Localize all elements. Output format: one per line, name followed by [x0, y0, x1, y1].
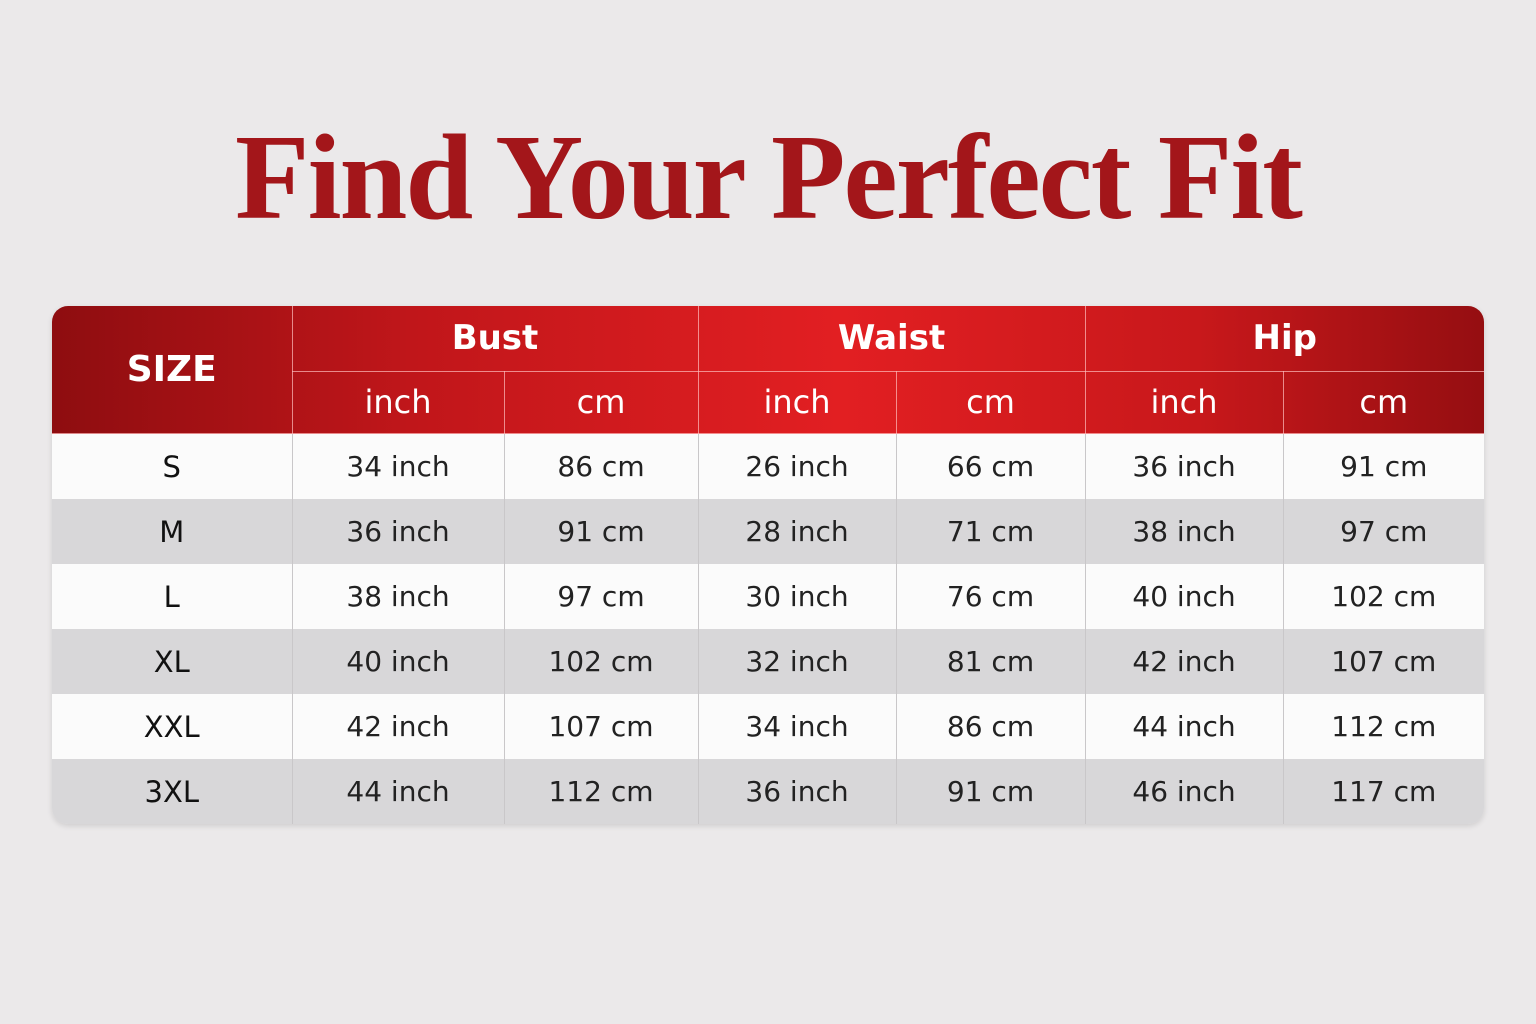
measurement-cell: 97 cm: [1282, 499, 1484, 564]
measurement-cell: 40 inch: [291, 629, 505, 694]
size-column-header: SIZE: [52, 306, 293, 434]
size-table: SIZE Bust Waist Hip inch cm inch cm inch…: [52, 306, 1484, 824]
size-chart: SIZE Bust Waist Hip inch cm inch cm inch…: [52, 306, 1484, 824]
table-body: S 34 inch 86 cm 26 inch 66 cm 36 inch 91 cm M 36…: [52, 433, 1484, 824]
table-row: M 36 inch 91 cm 28 inch 71 cm 38 inch 97 cm: [52, 499, 1484, 564]
measurement-cell: 30 inch: [697, 564, 897, 629]
page-title: Find Your Perfect Fit: [235, 110, 1303, 245]
measurement-cell: 107 cm: [1282, 629, 1484, 694]
table-row: S 34 inch 86 cm 26 inch 66 cm 36 inch 91 cm: [52, 433, 1484, 499]
bust-header: Bust: [291, 306, 699, 372]
measurement-cell: 44 inch: [1084, 694, 1284, 759]
size-cell: XL: [52, 629, 293, 694]
measurement-cell: 38 inch: [1084, 499, 1284, 564]
measurement-cell: 40 inch: [1084, 564, 1284, 629]
waist-header: Waist: [697, 306, 1086, 372]
size-cell: M: [52, 499, 293, 564]
size-cell: 3XL: [52, 759, 293, 824]
measurement-cell: 81 cm: [895, 629, 1086, 694]
size-cell: L: [52, 564, 293, 629]
table-row: XXL 42 inch 107 cm 34 inch 86 cm 44 inch 112 c…: [52, 694, 1484, 759]
measurement-cell: 102 cm: [1282, 564, 1484, 629]
measurement-cell: 86 cm: [503, 433, 699, 499]
unit-header: inch: [291, 370, 505, 434]
unit-header: cm: [895, 370, 1086, 434]
table-header: SIZE Bust Waist Hip inch cm inch cm inch…: [52, 306, 1484, 434]
measurement-cell: 76 cm: [895, 564, 1086, 629]
measurement-cell: 86 cm: [895, 694, 1086, 759]
measurement-cell: 28 inch: [697, 499, 897, 564]
measurement-cell: 42 inch: [1084, 629, 1284, 694]
table-row: L 38 inch 97 cm 30 inch 76 cm 40 inch 102 cm: [52, 564, 1484, 629]
measurement-cell: 42 inch: [291, 694, 505, 759]
measurement-cell: 91 cm: [503, 499, 699, 564]
table-row: 3XL 44 inch 112 cm 36 inch 91 cm 46 inch 117 c…: [52, 759, 1484, 824]
measurement-cell: 66 cm: [895, 433, 1086, 499]
measurement-cell: 36 inch: [697, 759, 897, 824]
measurement-cell: 117 cm: [1282, 759, 1484, 824]
measurement-cell: 36 inch: [1084, 433, 1284, 499]
measurement-cell: 107 cm: [503, 694, 699, 759]
measurement-cell: 102 cm: [503, 629, 699, 694]
unit-header: inch: [1084, 370, 1284, 434]
measurement-cell: 97 cm: [503, 564, 699, 629]
measurement-cell: 34 inch: [291, 433, 505, 499]
size-cell: S: [52, 433, 293, 499]
hip-header: Hip: [1084, 306, 1484, 372]
measurement-cell: 46 inch: [1084, 759, 1284, 824]
measurement-cell: 38 inch: [291, 564, 505, 629]
measurement-cell: 32 inch: [697, 629, 897, 694]
measurement-cell: 36 inch: [291, 499, 505, 564]
measurement-cell: 91 cm: [1282, 433, 1484, 499]
measurement-cell: 44 inch: [291, 759, 505, 824]
measurement-cell: 34 inch: [697, 694, 897, 759]
size-cell: XXL: [52, 694, 293, 759]
unit-header: inch: [697, 370, 897, 434]
unit-header: cm: [1282, 370, 1484, 434]
measurement-cell: 112 cm: [503, 759, 699, 824]
measurement-cell: 71 cm: [895, 499, 1086, 564]
unit-header: cm: [503, 370, 699, 434]
measurement-cell: 112 cm: [1282, 694, 1484, 759]
table-row: XL 40 inch 102 cm 32 inch 81 cm 42 inch 107 cm: [52, 629, 1484, 694]
measurement-cell: 91 cm: [895, 759, 1086, 824]
measurement-cell: 26 inch: [697, 433, 897, 499]
